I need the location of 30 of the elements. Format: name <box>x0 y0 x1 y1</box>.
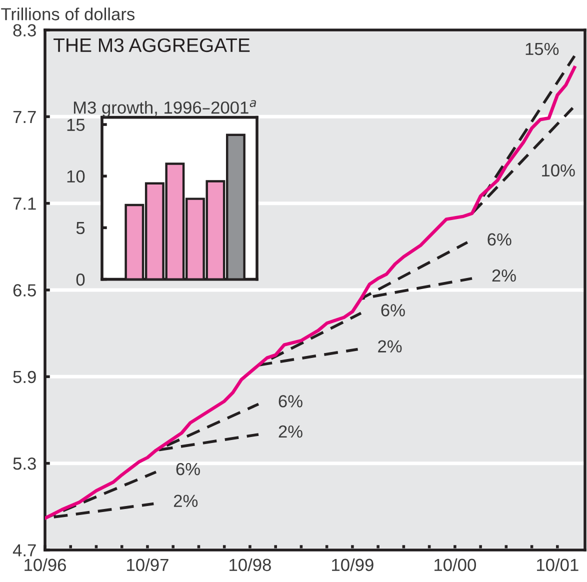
y-tick-label: 5 <box>76 222 85 234</box>
y-tick-label: 0 <box>76 273 85 286</box>
annotation: 10% <box>542 164 575 177</box>
annotation: 6% <box>176 462 200 476</box>
y-tick-label: 7.1 <box>13 198 36 210</box>
x-tick-label: 10/97 <box>127 558 168 572</box>
x-tick-label: 10/01 <box>537 558 578 572</box>
y-tick-label: 15 <box>67 118 85 131</box>
x-tick-label: 10/99 <box>332 558 374 572</box>
x-tick-label: 10/00 <box>434 558 476 572</box>
y-tick-label: 4.7 <box>12 544 36 556</box>
annotation: 2% <box>492 269 516 282</box>
annotation: 2% <box>278 425 302 438</box>
y-tick-label: 7.7 <box>13 111 36 123</box>
annotation: 6% <box>278 395 302 408</box>
y-tick-label: 5.9 <box>13 370 36 384</box>
y-tick-label: 5.3 <box>13 458 36 470</box>
annotation: 6% <box>488 233 512 246</box>
y-tick-label: 10 <box>67 170 85 183</box>
y-axis-title: Trillions of dollars <box>1 8 135 20</box>
x-tick-label: 10/98 <box>230 558 271 572</box>
annotation: 15% <box>526 42 559 56</box>
chart-title: THE M3 AGGREGATE <box>54 38 250 52</box>
annotation: 2% <box>174 494 198 507</box>
annotation: 2% <box>378 340 402 352</box>
annotation: 6% <box>381 304 405 316</box>
y-tick-label: 8.3 <box>13 24 36 36</box>
x-tick-label: 10/96 <box>24 558 66 572</box>
chart-title: M3 growth, 1996–2001$^{a}$ <box>74 100 256 118</box>
y-tick-label: 6.5 <box>13 284 36 296</box>
